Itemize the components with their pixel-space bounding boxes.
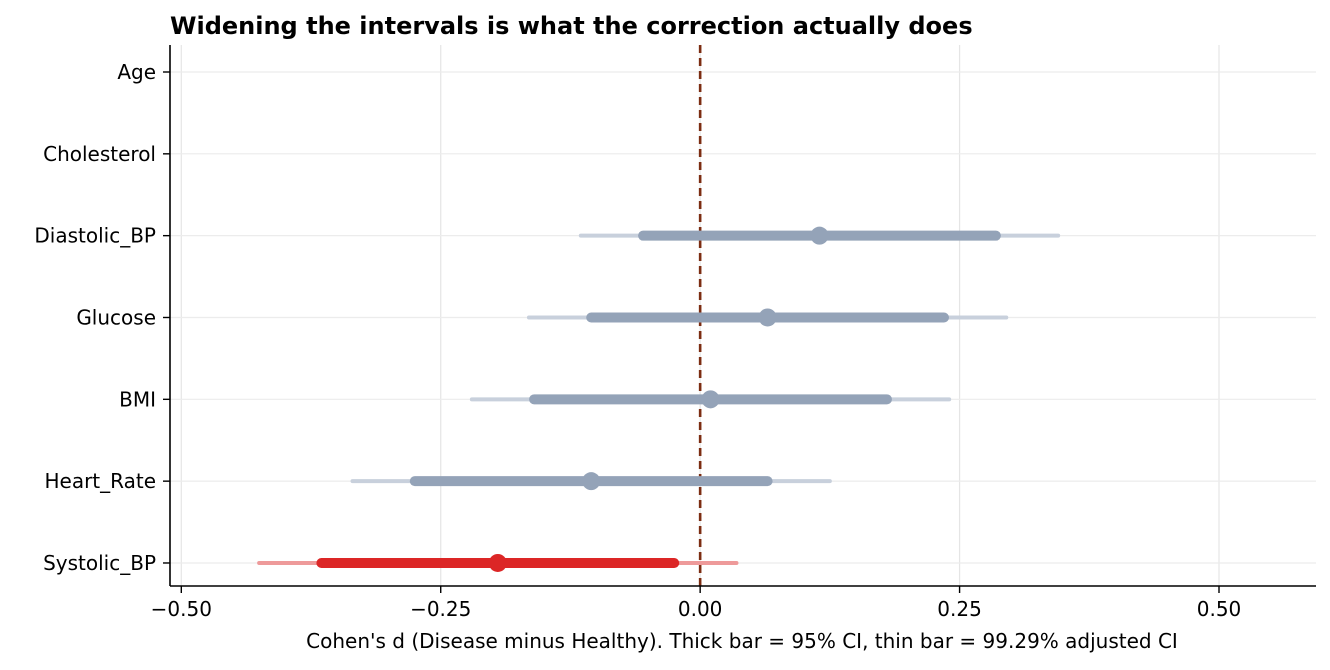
- y-tick-label: Systolic_BP: [43, 551, 156, 575]
- y-ticks: Age Cholesterol Diastolic_BP Glucose BMI Hear…: [34, 60, 170, 575]
- effect-size-point: [758, 308, 777, 327]
- y-tick-label: Cholesterol: [43, 142, 156, 166]
- chart-title: Widening the intervals is what the corre…: [170, 12, 973, 40]
- x-tick-label: 0.50: [1197, 597, 1242, 621]
- y-tick-label: Glucose: [76, 305, 156, 329]
- x-tick-label: −0.50: [151, 597, 212, 621]
- effect-size-point: [701, 390, 720, 409]
- y-tick-label: Heart_Rate: [44, 469, 156, 493]
- effect-size-point: [488, 553, 507, 572]
- x-tick-label: 0.25: [937, 597, 982, 621]
- axes: [169, 45, 1316, 587]
- interval-marks: [257, 226, 1061, 572]
- x-ticks: −0.50−0.250.000.250.500.751.001.251.50: [151, 586, 1242, 621]
- y-tick-label: Diastolic_BP: [34, 224, 156, 248]
- x-tick-label: 0.00: [678, 597, 723, 621]
- effect-size-point: [582, 472, 601, 491]
- y-tick-label: Age: [117, 60, 156, 84]
- x-axis-label: Cohen's d (Disease minus Healthy). Thick…: [306, 629, 1178, 653]
- y-tick-label: BMI: [119, 387, 156, 411]
- x-tick-label: −0.25: [410, 597, 471, 621]
- effect-size-point: [810, 226, 829, 245]
